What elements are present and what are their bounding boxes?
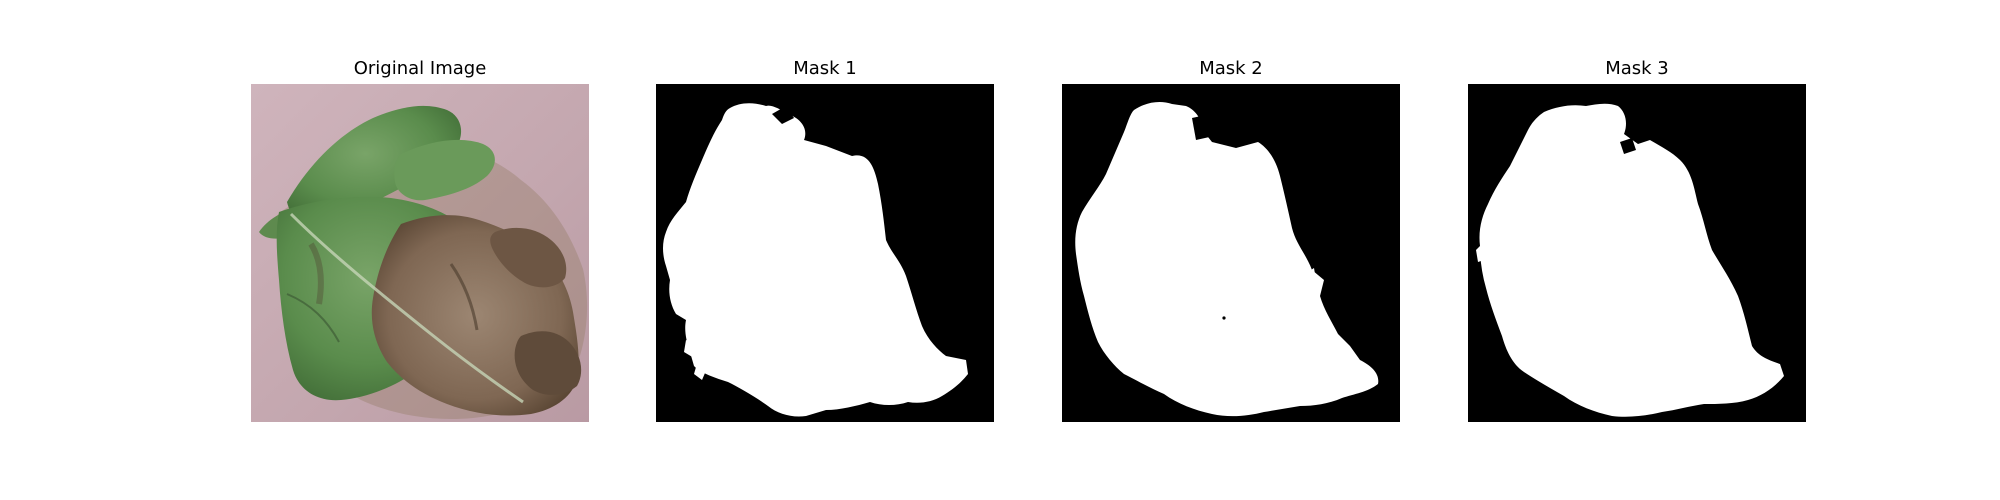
- panel-title: Mask 2: [1199, 58, 1263, 79]
- panel-title: Mask 3: [1605, 58, 1669, 79]
- mask-2-image: [1062, 84, 1400, 422]
- original-leaf-image: [251, 84, 589, 422]
- mask-3-image: [1468, 84, 1806, 422]
- panel-title: Mask 1: [793, 58, 857, 79]
- panel-title: Original Image: [353, 58, 487, 79]
- mask-1-image: [656, 84, 994, 422]
